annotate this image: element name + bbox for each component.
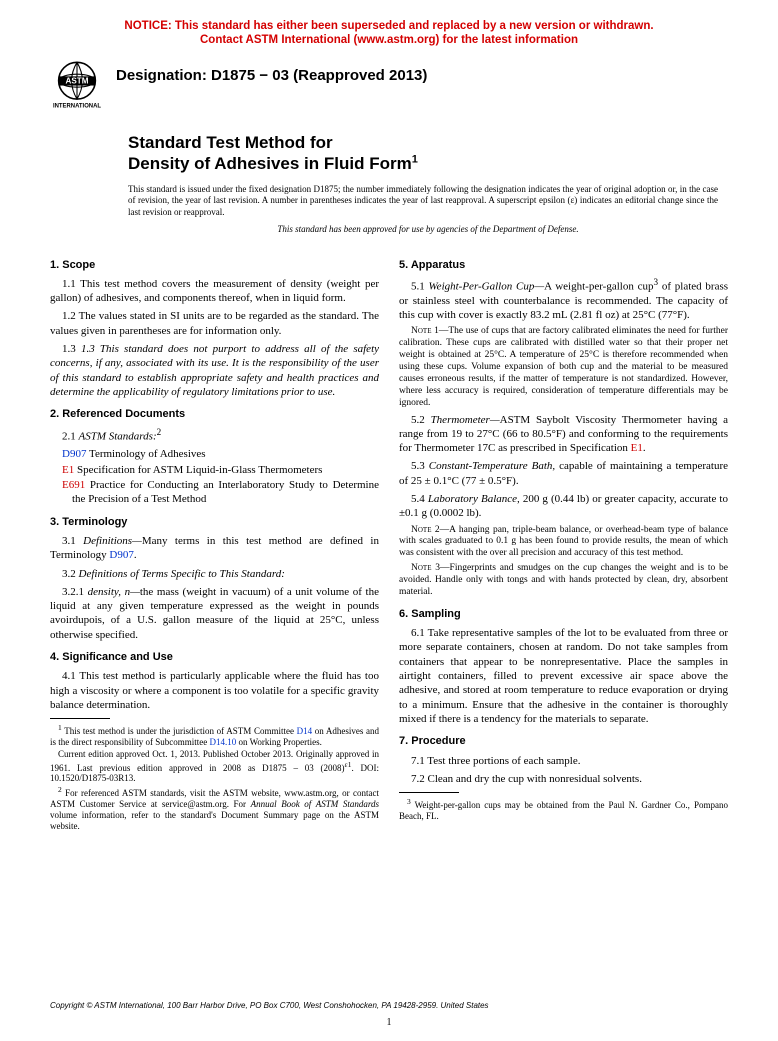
para-1-1: 1.1 This test method covers the measurem… [50,277,379,306]
section-1-head: 1. Scope [50,258,379,272]
p54a: 5.4 [411,493,428,505]
p51a: 5.1 [411,280,429,292]
p31e: . [134,549,137,561]
p52e: . [643,442,646,454]
para-5-4: 5.4 Laboratory Balance, 200 g (0.44 lb) … [399,492,728,521]
p54b: Laboratory Balance, [428,493,523,505]
title-block: Standard Test Method for Density of Adhe… [128,132,728,175]
para-1-3-text: 1.3 This standard does not purport to ad… [50,343,379,398]
fn3b: Weight-per-gallon cups may be obtained f… [399,800,728,821]
para-3-2: 3.2 Definitions of Terms Specific to Thi… [50,567,379,581]
footnote-1: 1 This test method is under the jurisdic… [50,723,379,748]
p51b: Weight-Per-Gallon Cup— [429,280,545,292]
para-7-1: 7.1 Test three portions of each sample. [399,754,728,768]
n3b: 3—Fingerprints and smudges on the cup ch… [399,563,728,597]
columns: 1. Scope 1.1 This test method covers the… [50,250,728,833]
d907t: Terminology of Adhesives [86,448,205,460]
issue-note: This standard is issued under the fixed … [128,184,718,218]
note-1: Note 1—The use of cups that are factory … [399,326,728,409]
fn1c[interactable]: D14 [297,726,313,736]
left-column: 1. Scope 1.1 This test method covers the… [50,250,379,833]
para-3-2-1: 3.2.1 density, n—the mass (weight in vac… [50,585,379,642]
header-row: ASTM INTERNATIONAL Designation: D1875 − … [50,58,728,112]
note-3: Note 3—Fingerprints and smudges on the c… [399,563,728,599]
footnote-2: 2 For referenced ASTM standards, visit t… [50,785,379,831]
n2b: 2—A hanging pan, triple-beam balance, or… [399,525,728,559]
para-2-1: 2.1 ASTM Standards:2 [50,427,379,444]
p21a: 2.1 [62,430,79,442]
right-column: 5. Apparatus 5.1 Weight-Per-Gallon Cup—A… [399,250,728,833]
fn1e[interactable]: D14.10 [209,737,236,747]
link-d907[interactable]: D907 [62,448,86,460]
para-5-1: 5.1 Weight-Per-Gallon Cup—A weight-per-g… [399,277,728,323]
n3a: Note [411,563,431,573]
footnote-divider-right [399,792,459,793]
footnote-3: 3 Weight-per-gallon cups may be obtained… [399,797,728,822]
ref-d907: D907 Terminology of Adhesives [50,447,379,461]
fn1f: on Working Properties. [236,737,322,747]
para-1-3: 1.3 1.3 This standard does not purport t… [50,342,379,399]
para-4-1: 4.1 This test method is particularly app… [50,669,379,712]
n1b: 1—The use of cups that are factory calib… [399,326,728,407]
p51c: A weight-per-gallon cup [544,280,653,292]
ref-e691: E691 Practice for Conducting an Interlab… [50,478,379,507]
notice-line1: NOTICE: This standard has either been su… [124,20,653,32]
para-6-1: 6.1 Take representative samples of the l… [399,626,728,726]
para-5-2: 5.2 Thermometer—ASTM Saybolt Viscosity T… [399,413,728,456]
n1a: Note [411,326,431,336]
title-line1: Standard Test Method for [128,133,333,152]
p31a: 3.1 [62,535,83,547]
section-4-head: 4. Significance and Use [50,650,379,664]
p33a: 3.2.1 [62,586,88,598]
p32a: 3.2 [62,568,79,580]
e1t: Specification for ASTM Liquid-in-Glass T… [74,464,322,476]
fn2d: volume information, refer to the standar… [50,810,379,831]
para-7-2: 7.2 Clean and dry the cup with nonresidu… [399,772,728,786]
page-number: 1 [387,1016,392,1029]
para-1-2: 1.2 The values stated in SI units are to… [50,309,379,338]
note-2: Note 2—A hanging pan, triple-beam balanc… [399,525,728,561]
section-5-head: 5. Apparatus [399,258,728,272]
p52d[interactable]: E1 [631,442,643,454]
copyright: Copyright © ASTM International, 100 Barr… [50,1001,489,1011]
p31d[interactable]: D907 [109,549,133,561]
notice-line2: Contact ASTM International (www.astm.org… [200,34,578,46]
designation: Designation: D1875 − 03 (Reapproved 2013… [116,58,427,86]
e691t: Practice for Conducting an Interlaborato… [72,479,379,505]
p21b: ASTM Standards: [79,430,157,442]
fn1g: Current edition approved Oct. 1, 2013. P… [50,749,379,773]
link-e1[interactable]: E1 [62,464,74,476]
p32b: Definitions of Terms Specific to This St… [79,568,285,580]
ref-e1: E1 Specification for ASTM Liquid-in-Glas… [50,463,379,477]
fn2c: Annual Book of ASTM Standards [251,799,379,809]
notice-banner: NOTICE: This standard has either been su… [50,20,728,48]
section-7-head: 7. Procedure [399,734,728,748]
p31b: Definitions— [83,535,142,547]
svg-text:INTERNATIONAL: INTERNATIONAL [53,103,101,109]
p52a: 5.2 [411,414,431,426]
link-e691[interactable]: E691 [62,479,85,491]
footnote-1b: Current edition approved Oct. 1, 2013. P… [50,749,379,784]
dod-note: This standard has been approved for use … [128,224,728,236]
fn1b: This test method is under the jurisdicti… [62,726,297,736]
section-2-head: 2. Referenced Documents [50,407,379,421]
p52b: Thermometer— [431,414,500,426]
p53b: Constant-Temperature Bath, [429,460,559,472]
astm-logo: ASTM INTERNATIONAL [50,58,104,112]
p53a: 5.3 [411,460,429,472]
para-5-3: 5.3 Constant-Temperature Bath, capable o… [399,459,728,488]
n2a: Note [411,525,431,535]
p33b: density, n— [88,586,140,598]
svg-text:ASTM: ASTM [66,76,89,85]
section-6-head: 6. Sampling [399,607,728,621]
footnote-divider-left [50,718,110,719]
para-3-1: 3.1 Definitions—Many terms in this test … [50,534,379,563]
section-3-head: 3. Terminology [50,515,379,529]
title-line2: Density of Adhesives in Fluid Form [128,154,412,173]
